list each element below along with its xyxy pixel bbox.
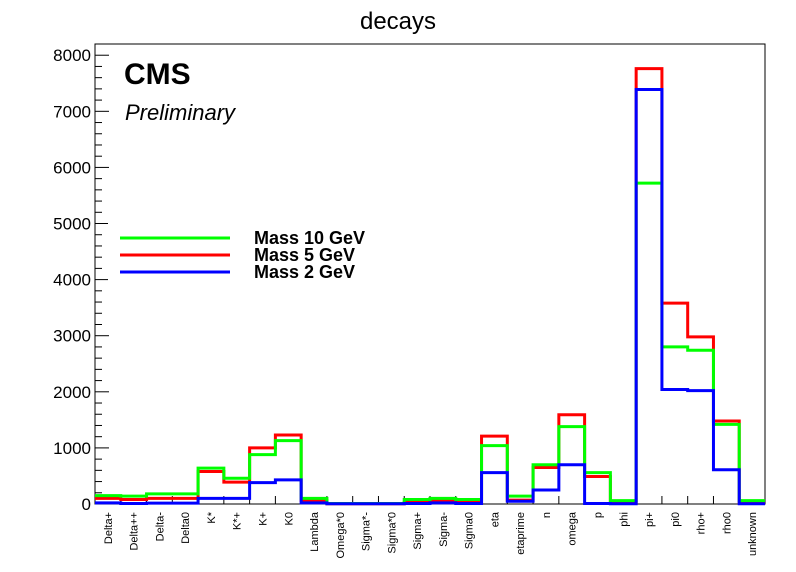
y-tick-label: 1000 — [53, 439, 91, 458]
x-tick-label: K*+ — [232, 512, 244, 530]
x-tick-label: Sigma*0 — [386, 512, 398, 554]
x-tick-label: Sigma- — [438, 512, 450, 547]
cms-label: CMS — [124, 58, 191, 91]
y-tick-label: 5000 — [53, 215, 91, 234]
y-tick-label: 0 — [82, 495, 91, 514]
series-line — [95, 67, 765, 506]
y-tick-label: 7000 — [53, 102, 91, 121]
y-tick-labels: 0 1000 2000 3000 4000 5000 6000 7000 8000 — [53, 46, 91, 514]
x-tick-label: p — [593, 512, 605, 518]
y-tick-label: 2000 — [53, 383, 91, 402]
x-tick-label: omega — [567, 511, 579, 546]
x-tick-label: rho0 — [721, 512, 733, 534]
y-tick-label: 4000 — [53, 271, 91, 290]
x-tick-label: K+ — [258, 512, 270, 526]
x-tick-label: K* — [206, 511, 218, 523]
legend-label: Mass 2 GeV — [254, 262, 355, 282]
x-tick-label: eta — [489, 511, 501, 527]
x-tick-label: etaprime — [515, 512, 527, 555]
series-layer — [95, 67, 765, 506]
x-tick-label: Delta+ — [103, 512, 115, 544]
x-tick-label: n — [541, 512, 553, 518]
y-tick-label: 6000 — [53, 158, 91, 177]
x-tick-label: unknown — [747, 512, 759, 556]
x-tick-label: Delta0 — [180, 512, 192, 544]
x-tick-label: phi — [618, 512, 630, 527]
x-tick-label: Lambda — [309, 511, 321, 552]
chart-title: decays — [360, 8, 436, 35]
x-tick-label: pi0 — [670, 512, 682, 527]
x-tick-label: rho+ — [696, 512, 708, 534]
series-line — [95, 87, 765, 506]
x-tick-label: pi+ — [644, 512, 656, 527]
x-tick-label: Delta- — [154, 512, 166, 542]
x-tick-label: Omega*0 — [335, 512, 347, 558]
y-tick-label: 8000 — [53, 46, 91, 65]
preliminary-label: Preliminary — [125, 100, 237, 125]
x-tick-label: Delta++ — [129, 512, 141, 551]
x-tick-labels: Delta+ Delta++ Delta- Delta0 K* K*+ K+ K0 Lambda… — [103, 511, 759, 558]
y-tick-label: 3000 — [53, 327, 91, 346]
x-tick-label: Sigma0 — [464, 512, 476, 549]
x-tick-label: Sigma*- — [361, 512, 373, 551]
legend-label: Mass 10 GeV — [254, 228, 365, 248]
x-tick-label: K0 — [283, 512, 295, 525]
x-tick-label: Sigma+ — [412, 512, 424, 550]
legend-label: Mass 5 GeV — [254, 245, 355, 265]
